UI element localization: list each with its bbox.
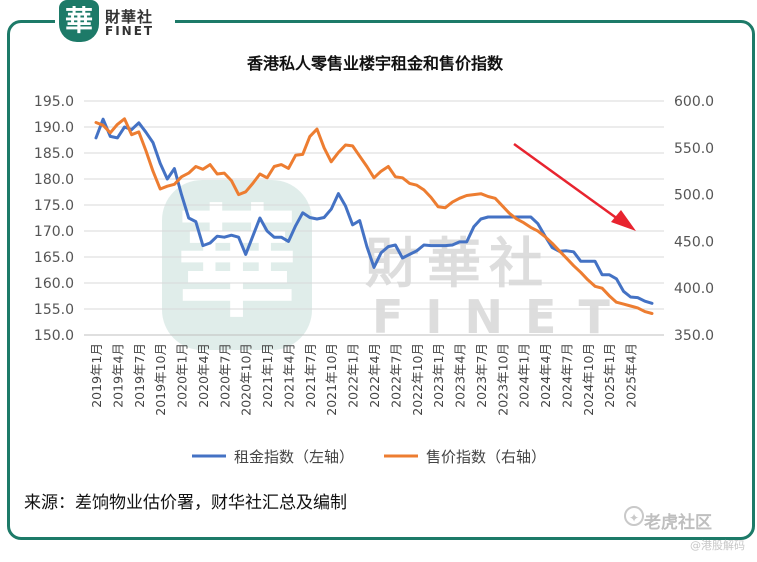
right-tick-label: 600.0: [674, 94, 714, 110]
chart-title: 香港私人零售业楼宇租金和售价指数: [246, 54, 504, 73]
left-tick-label: 170.0: [34, 224, 74, 240]
right-tick-label: 450.0: [674, 234, 714, 250]
watermark-name-cn: 財華社: [365, 232, 551, 295]
credit-main: 老虎社区: [644, 513, 712, 533]
source-note: 来源：差饷物业估价署，财华社汇总及编制: [24, 493, 347, 513]
x-tick-label: 2024年7月: [559, 343, 574, 408]
trend-arrow: [513, 142, 636, 231]
x-tick-label: 2023年1月: [431, 343, 446, 408]
x-tick-label: 2021年4月: [281, 343, 296, 408]
left-tick-label: 155.0: [34, 302, 74, 318]
x-tick-label: 2024年10月: [581, 343, 596, 416]
x-tick-label: 2022年7月: [388, 343, 403, 408]
x-tick-label: 2024年1月: [517, 343, 532, 408]
left-tick-label: 175.0: [34, 198, 74, 214]
x-tick-label: 2020年4月: [196, 343, 211, 408]
legend-label: 租金指数（左轴）: [234, 448, 354, 466]
watermark-badge: 華: [177, 195, 297, 334]
left-tick-label: 185.0: [34, 146, 74, 162]
left-tick-label: 150.0: [34, 328, 74, 344]
price-index-line: [94, 117, 654, 315]
x-tick-label: 2019年1月: [89, 343, 104, 408]
x-tick-label: 2021年10月: [324, 343, 339, 416]
x-tick-label: 2025年1月: [602, 343, 617, 408]
x-tick-label: 2021年7月: [303, 343, 318, 408]
x-tick-label: 2020年7月: [217, 343, 232, 408]
logo-name-cn: 財華社: [105, 8, 154, 26]
right-tick-label: 400.0: [674, 281, 714, 297]
right-tick-label: 500.0: [674, 188, 714, 204]
right-tick-label: 350.0: [674, 328, 714, 344]
x-tick-label: 2020年10月: [239, 343, 254, 416]
logo-badge: 華: [59, 0, 99, 42]
left-tick-label: 160.0: [34, 276, 74, 292]
left-tick-label: 195.0: [34, 94, 74, 110]
x-tick-label: 2022年1月: [346, 343, 361, 408]
left-tick-label: 190.0: [34, 120, 74, 136]
right-axis: 350.0 400.0 450.0 500.0 550.0 600.0: [674, 94, 714, 344]
x-tick-label: 2021年1月: [260, 343, 275, 408]
credit-sub: @港股解码: [690, 539, 745, 552]
chart-frame: [7, 20, 755, 540]
x-tick-label: 2023年7月: [474, 343, 489, 408]
x-tick-label: 2019年7月: [132, 343, 147, 408]
legend: 租金指数（左轴） 售价指数（右轴）: [192, 448, 546, 466]
x-tick-label: 2023年10月: [495, 343, 510, 416]
tiger-community-icon: ✦: [624, 506, 644, 526]
logo-name-en: FINET: [105, 24, 155, 38]
x-axis: 2019年1月 2019年4月 2019年7月 2019年10月 2020年1月 2020…: [89, 343, 639, 416]
left-tick-label: 165.0: [34, 250, 74, 266]
x-tick-label: 2025年4月: [624, 343, 639, 408]
watermark-name-en: FINET: [372, 290, 632, 344]
left-axis: 150.0 155.0 160.0 165.0 170.0 175.0 180.0 185.0…: [34, 94, 74, 344]
x-tick-label: 2023年4月: [453, 343, 468, 408]
left-tick-label: 180.0: [34, 172, 74, 188]
x-tick-label: 2022年10月: [410, 343, 425, 416]
x-tick-label: 2022年4月: [367, 343, 382, 408]
series-group: [94, 117, 654, 315]
right-tick-label: 550.0: [674, 141, 714, 157]
x-tick-label: 2019年10月: [153, 343, 168, 416]
finet-logo: 華 財華社 FINET: [55, 0, 175, 46]
x-tick-label: 2024年4月: [538, 343, 553, 408]
legend-label: 售价指数（右轴）: [426, 448, 546, 466]
x-tick-label: 2019年4月: [110, 343, 125, 408]
x-tick-label: 2020年1月: [175, 343, 190, 408]
